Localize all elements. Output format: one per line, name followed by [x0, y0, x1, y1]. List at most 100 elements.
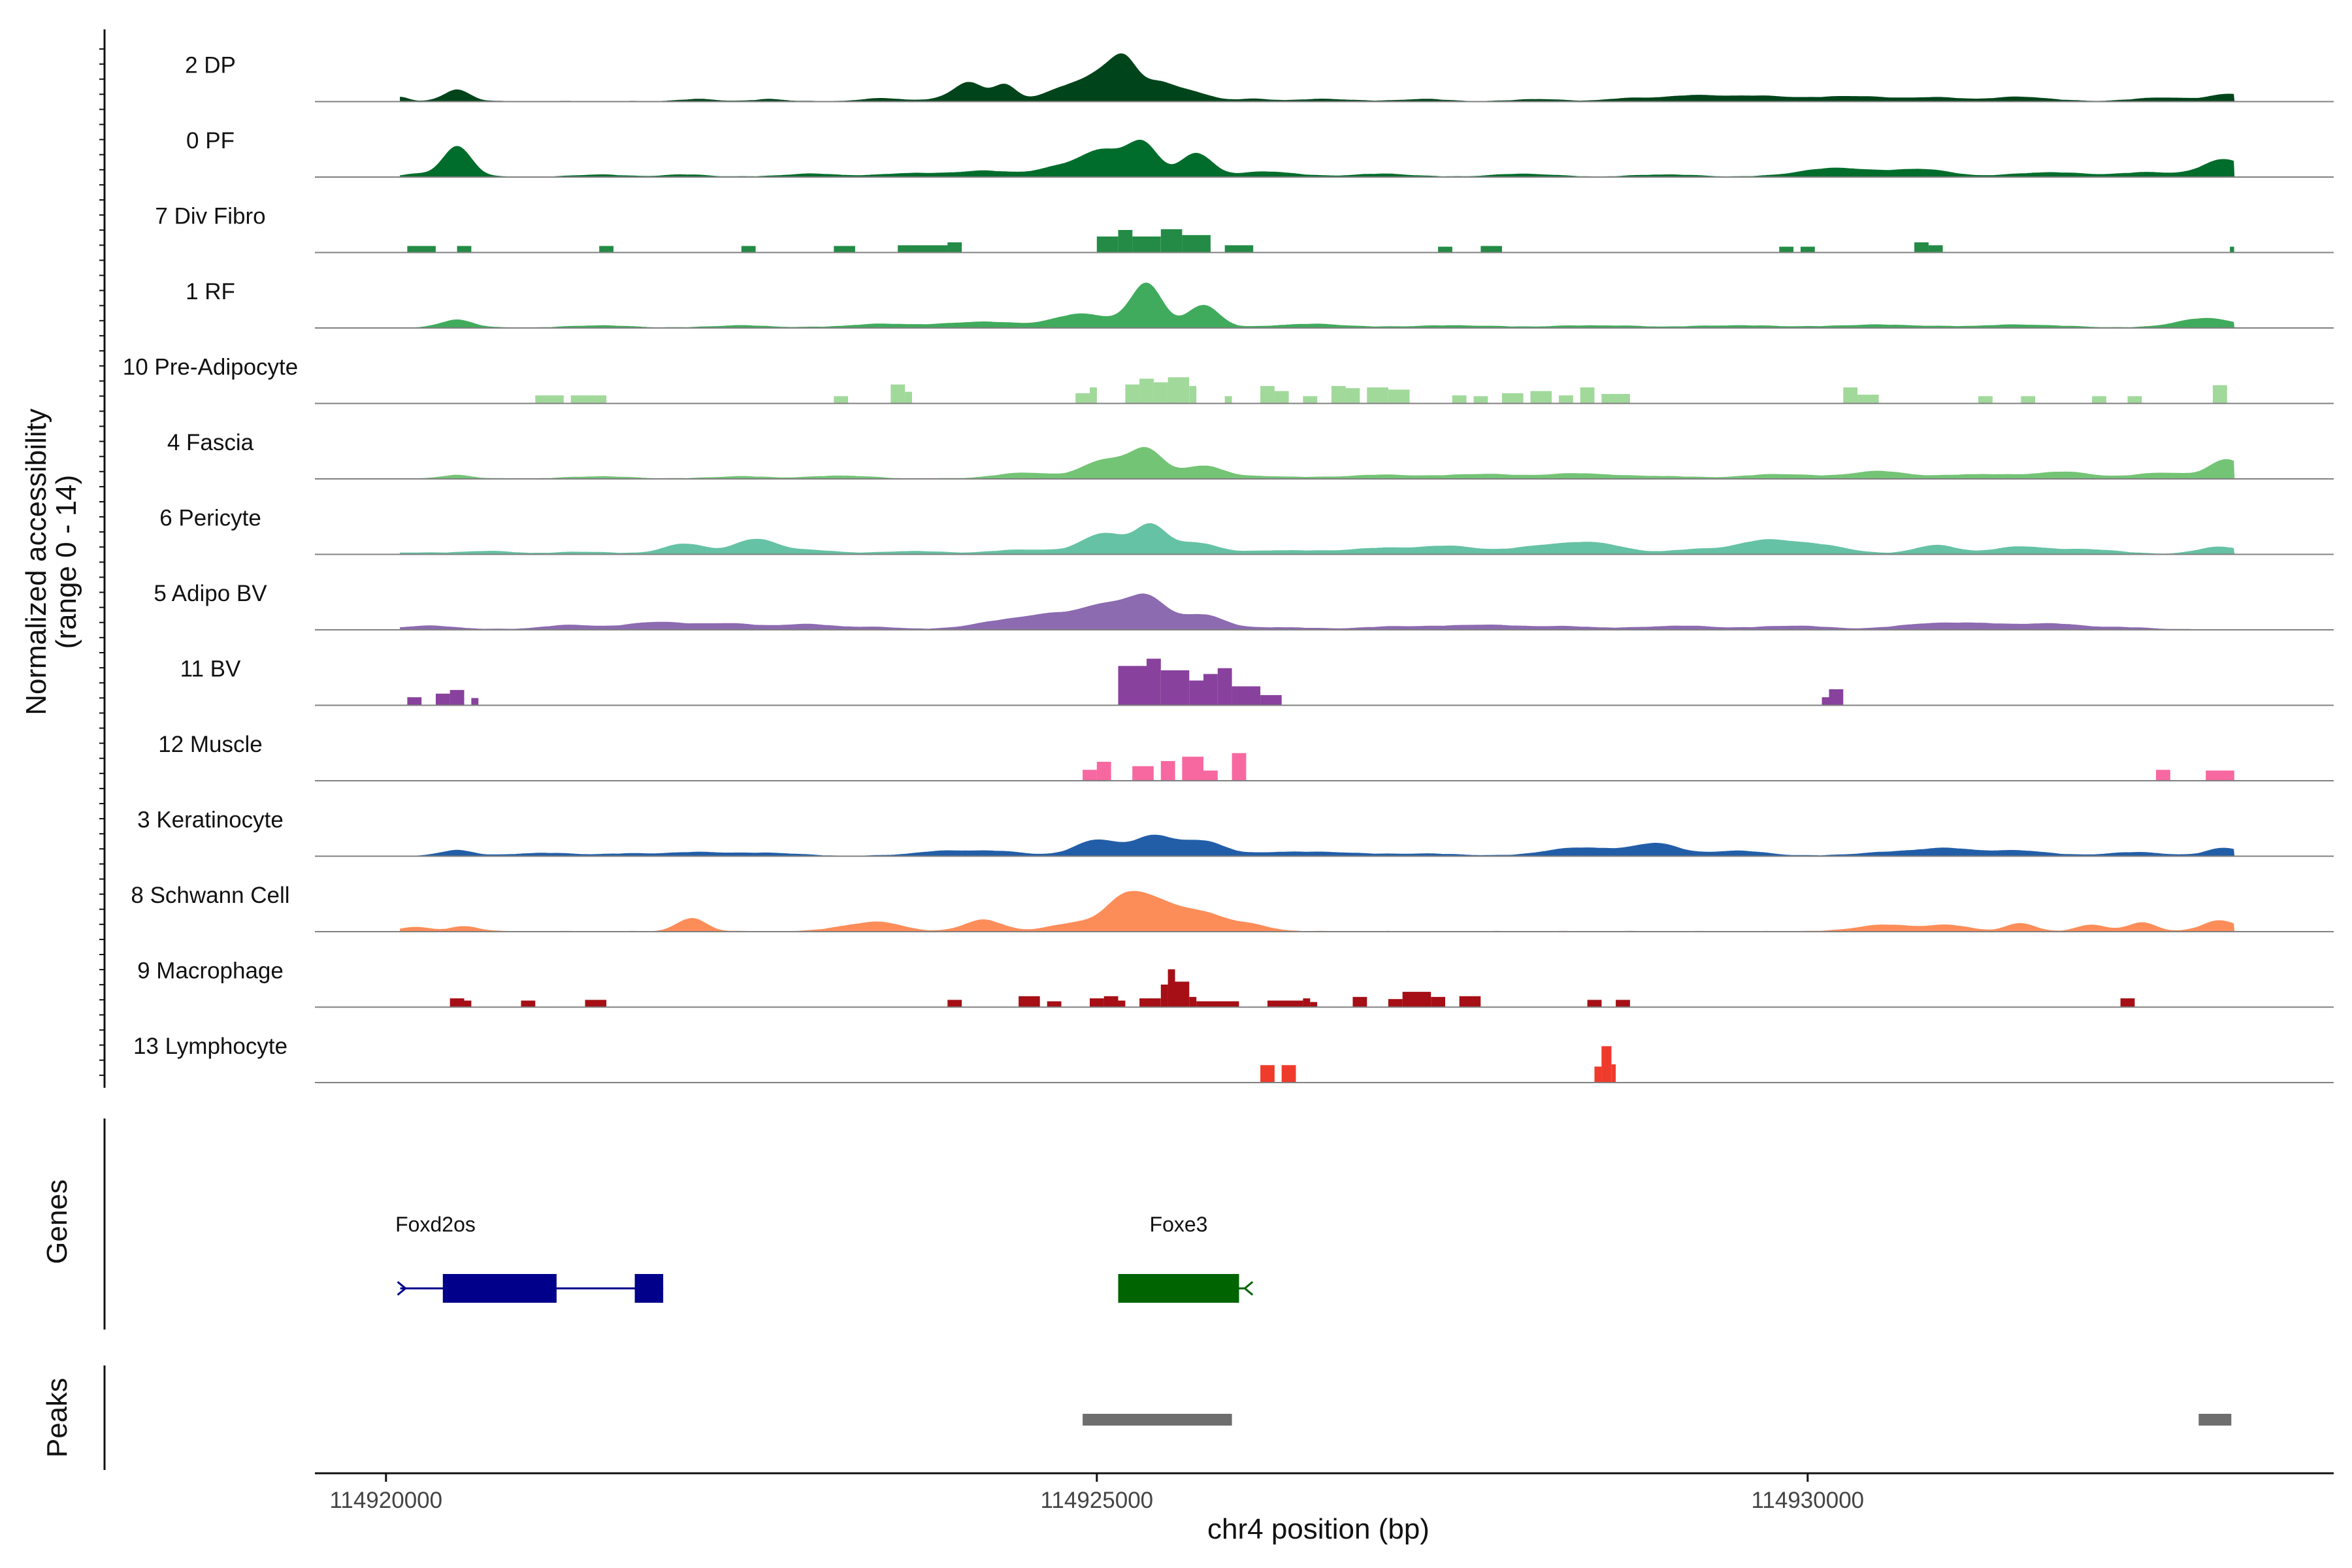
coverage-block	[1139, 378, 1154, 404]
gene-exon	[442, 1274, 557, 1303]
coverage-block	[890, 384, 906, 404]
peaks-track-title: Peaks	[41, 1378, 73, 1458]
coverage-block	[1473, 396, 1488, 404]
track-label: 3 Keratinocyte	[137, 808, 284, 833]
coverage-block	[1182, 757, 1203, 781]
track-2: 0 PF	[186, 128, 2334, 178]
coverage-block	[947, 242, 962, 253]
track-13: 9 Macrophage	[137, 958, 2334, 1008]
coverage-block	[1303, 998, 1311, 1007]
track-9: 11 BV	[180, 657, 2334, 706]
track-3: 7 Div Fibro	[155, 204, 2334, 253]
coverage-block	[1274, 391, 1289, 404]
coverage-block	[1203, 770, 1218, 781]
coverage-block	[1196, 1001, 1211, 1007]
gene-exon	[1118, 1274, 1239, 1303]
coverage-block	[2120, 998, 2135, 1007]
coverage-block	[1160, 229, 1183, 253]
coverage-block	[2092, 396, 2106, 404]
coverage-block	[1047, 1001, 1062, 1007]
genes-track-title: Genes	[41, 1179, 73, 1264]
coverage-block	[1260, 1065, 1275, 1083]
track-1: 2 DP	[185, 53, 2334, 103]
coverage-block	[1459, 996, 1481, 1007]
coverage-block	[1580, 387, 1595, 404]
peak-region	[2198, 1414, 2232, 1426]
track-7: 6 Pericyte	[159, 506, 2334, 555]
coverage-block	[898, 245, 948, 253]
track-label: 1 RF	[186, 279, 235, 304]
strand-arrow	[397, 1281, 407, 1296]
coverage-block	[1096, 762, 1111, 781]
peaks-panel	[103, 1365, 2232, 1470]
coverage-block	[1821, 697, 1829, 706]
coverage-area	[400, 139, 2235, 178]
coverage-block	[535, 395, 564, 404]
track-10: 12 Muscle	[158, 732, 2334, 781]
coverage-block	[407, 246, 436, 253]
coverage-block	[1281, 1065, 1296, 1083]
coverage-block	[1502, 393, 1524, 404]
coverage-block	[1310, 1002, 1318, 1007]
coverage-block	[1601, 394, 1616, 404]
coverage-block	[1189, 680, 1204, 706]
coverage-block	[1260, 385, 1275, 404]
coverage-block	[1217, 668, 1232, 706]
coverage-block	[1232, 686, 1261, 706]
coverage-block	[1616, 1000, 1630, 1007]
coverage-block	[1611, 1064, 1616, 1083]
coverage-area	[400, 890, 2235, 932]
track-label: 11 BV	[180, 657, 241, 682]
coverage-block	[1160, 760, 1175, 781]
coverage-block	[1352, 996, 1367, 1007]
x-tick-label: 114930000	[1752, 1488, 1865, 1513]
coverage-block	[1267, 1000, 1303, 1007]
coverage-block	[947, 1000, 962, 1007]
coverage-area	[400, 282, 2235, 329]
peak-region	[1083, 1414, 1232, 1426]
track-11: 3 Keratinocyte	[137, 808, 2334, 857]
coverage-area	[400, 593, 2234, 630]
y-axis	[99, 29, 106, 1088]
gene-exon	[634, 1274, 664, 1303]
coverage-block	[1843, 387, 1858, 404]
coverage-block	[1160, 985, 1168, 1007]
coverage-block	[905, 391, 912, 404]
track-label: 13 Lymphocyte	[133, 1034, 287, 1059]
coverage-block	[1829, 689, 1844, 706]
genes-panel: Foxd2os Foxe3	[103, 1119, 1254, 1330]
coverage-block	[1616, 394, 1630, 404]
coverage-block	[1559, 395, 1573, 404]
track-label: 9 Macrophage	[137, 958, 284, 984]
coverage-block	[1530, 391, 1552, 404]
coverage-block	[741, 246, 756, 253]
coverage-block	[1224, 245, 1254, 253]
coverage-block	[1367, 387, 1388, 404]
track-label: 2 DP	[185, 53, 236, 78]
x-axis-title: chr4 position (bp)	[1207, 1513, 1429, 1545]
track-label: 4 Fascia	[167, 430, 254, 455]
coverage-block	[1125, 384, 1140, 404]
track-8: 5 Adipo BV	[154, 581, 2334, 630]
track-label: 5 Adipo BV	[154, 581, 267, 606]
coverage-block	[1118, 1000, 1126, 1007]
coverage-block	[1914, 242, 1929, 253]
track-label: 0 PF	[186, 128, 235, 154]
coverage-block	[1075, 393, 1090, 404]
track-6: 4 Fascia	[167, 430, 2334, 480]
coverage-block	[2230, 246, 2234, 253]
coverage-block	[1139, 998, 1161, 1007]
track-4: 1 RF	[186, 279, 2334, 329]
gene-foxd2os: Foxd2os	[395, 1213, 664, 1303]
coverage-block	[1189, 996, 1197, 1007]
coverage-block	[570, 395, 607, 404]
coverage-block	[1175, 981, 1190, 1007]
coverage-block	[1594, 1066, 1602, 1083]
coverage-block	[1587, 1000, 1602, 1007]
coverage-block	[1118, 666, 1147, 706]
coverage-block	[1182, 235, 1211, 253]
coverage-block	[1160, 670, 1190, 706]
coverage-block	[2127, 396, 2142, 404]
coverage-area	[400, 53, 2235, 103]
